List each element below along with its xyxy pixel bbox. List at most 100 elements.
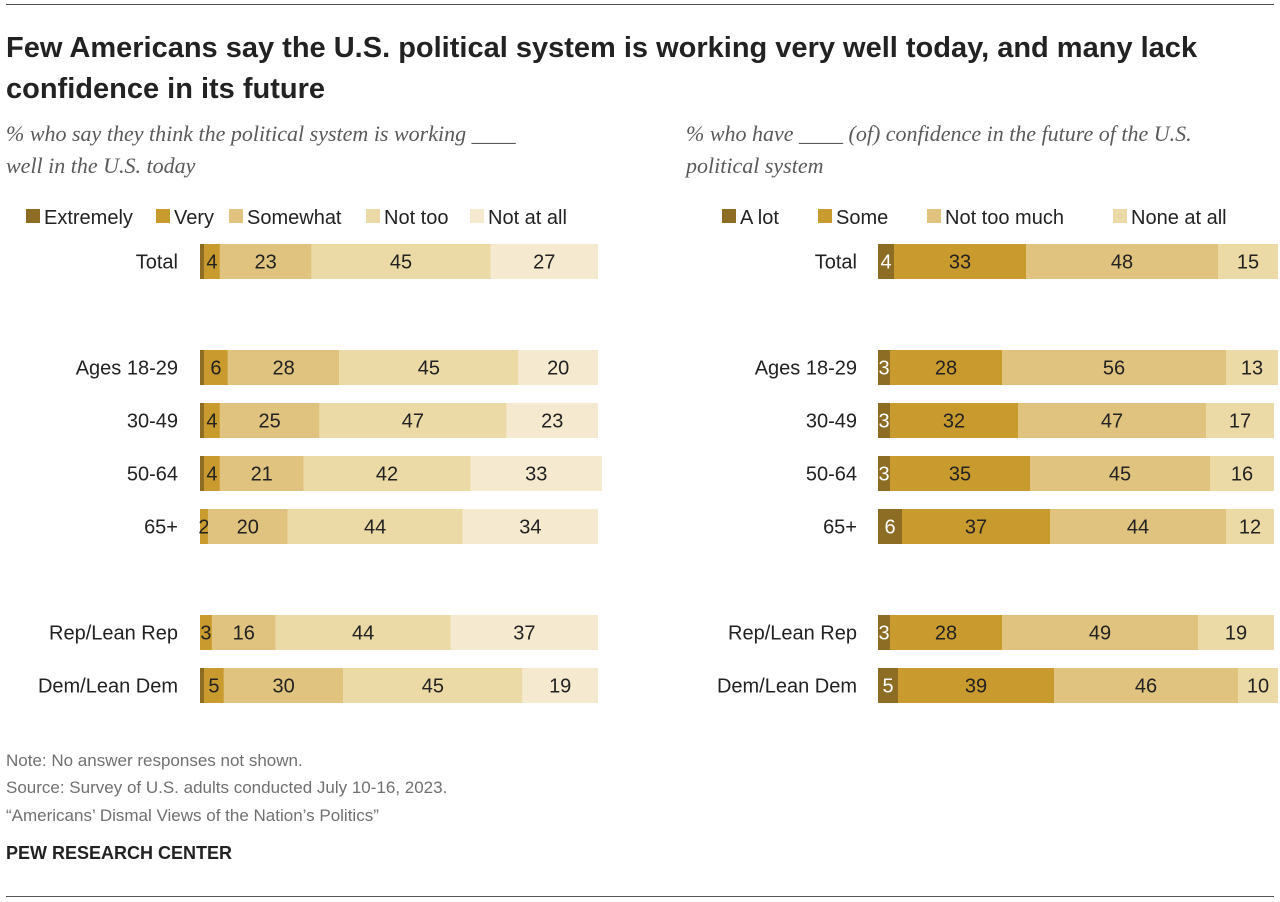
left-bar-segment (200, 350, 204, 385)
right-data-label: 46 (1135, 676, 1157, 698)
left-bar-segment (203, 244, 220, 279)
left-bar-segment (207, 509, 288, 544)
right-bar-segment (878, 668, 898, 703)
left-data-label: 20 (237, 517, 259, 539)
left-data-label: 2 (198, 517, 209, 539)
right-data-label: 45 (1109, 464, 1131, 486)
right-data-label: 28 (935, 358, 957, 380)
right-legend-label-2: Not too much (945, 207, 1064, 229)
left-data-label: 33 (525, 464, 547, 486)
report-title: “Americans’ Dismal Views of the Nation’s… (6, 806, 379, 825)
top-rule (6, 4, 1274, 5)
right-legend-swatch-3 (1113, 209, 1127, 223)
left-data-label: 20 (547, 358, 569, 380)
right-data-label: 3 (878, 411, 889, 433)
right-category-label: Rep/Lean Rep (728, 623, 857, 645)
right-bar-segment (878, 350, 890, 385)
bottom-rule (6, 896, 1274, 897)
left-category-label: 30-49 (127, 411, 178, 433)
left-bar-segment (223, 668, 344, 703)
chart-area: Extremely Very Somewhat Not too Not at all To… (26, 207, 1278, 703)
left-bar-segment (203, 456, 220, 491)
right-bar-segment (898, 668, 1054, 703)
left-data-label: 25 (259, 411, 281, 433)
right-data-label: 39 (965, 676, 987, 698)
left-legend-label-3: Not too (384, 207, 448, 229)
left-bar-segment (200, 615, 212, 650)
right-bar-segment (890, 350, 1002, 385)
right-bar-segment (890, 615, 1002, 650)
right-data-label: 3 (878, 464, 889, 486)
right-legend-label-3: None at all (1131, 207, 1227, 229)
left-bar-segment (287, 509, 463, 544)
right-category-label: 50-64 (806, 464, 857, 486)
left-bar-segment (303, 456, 471, 491)
left-bar-segment (490, 244, 598, 279)
left-bar-segment (200, 509, 208, 544)
right-data-label: 35 (949, 464, 971, 486)
left-bar-segment (200, 244, 204, 279)
right-data-label: 56 (1103, 358, 1125, 380)
left-data-label: 42 (376, 464, 398, 486)
left-data-label: 23 (255, 252, 277, 274)
left-bar-segment (506, 403, 598, 438)
right-bar-segment (1218, 244, 1278, 279)
left-legend-swatch-2 (229, 209, 243, 223)
left-data-label: 16 (233, 623, 255, 645)
right-data-label: 3 (878, 358, 889, 380)
left-bar-segment (203, 403, 220, 438)
left-legend-label-1: Very (174, 207, 214, 229)
left-legend-swatch-4 (470, 209, 484, 223)
left-data-label: 37 (513, 623, 535, 645)
right-data-label: 19 (1225, 623, 1247, 645)
right-data-label: 4 (880, 252, 891, 274)
left-bar-segment (200, 456, 204, 491)
left-bar-segment (319, 403, 507, 438)
left-bar-segment (200, 403, 204, 438)
right-bar-segment (902, 509, 1050, 544)
right-bar-segment (1238, 668, 1278, 703)
right-data-label: 17 (1229, 411, 1251, 433)
right-bar-segment (1206, 403, 1274, 438)
left-bar-segment (275, 615, 451, 650)
right-bar-segment (1050, 509, 1226, 544)
left-data-label: 23 (541, 411, 563, 433)
left-data-label: 27 (533, 252, 555, 274)
left-bar-segment (462, 509, 598, 544)
left-bar-segment (470, 456, 602, 491)
left-data-label: 30 (272, 676, 294, 698)
left-data-label: 47 (402, 411, 424, 433)
left-bar-segment (203, 668, 224, 703)
left-data-label: 19 (549, 676, 571, 698)
left-bar-segment (450, 615, 598, 650)
right-bar-segment (1018, 403, 1206, 438)
right-data-label: 5 (882, 676, 893, 698)
right-bar-segment (878, 456, 890, 491)
right-bar-segment (1210, 456, 1274, 491)
right-data-label: 44 (1127, 517, 1149, 539)
left-bar-segment (518, 350, 598, 385)
right-category-label: Dem/Lean Dem (717, 676, 857, 698)
left-bar-segment (219, 456, 304, 491)
left-data-label: 4 (206, 411, 217, 433)
right-data-label: 48 (1111, 252, 1133, 274)
left-data-label: 44 (364, 517, 386, 539)
left-category-label: Ages 18-29 (76, 358, 178, 380)
left-data-label: 4 (206, 252, 217, 274)
left-bar-segment (219, 403, 320, 438)
right-category-label: Ages 18-29 (755, 358, 857, 380)
left-legend-swatch-0 (26, 209, 40, 223)
right-bar-segment (1026, 244, 1218, 279)
right-bar-segment (1054, 668, 1238, 703)
left-data-label: 4 (206, 464, 217, 486)
left-bar-segment (219, 244, 312, 279)
right-data-label: 28 (935, 623, 957, 645)
right-category-label: Total (815, 252, 857, 274)
left-data-label: 45 (422, 676, 444, 698)
left-category-label: Rep/Lean Rep (49, 623, 178, 645)
right-legend-swatch-0 (722, 209, 736, 223)
left-legend-label-2: Somewhat (247, 207, 342, 229)
left-bar-segment (227, 350, 340, 385)
note-text: Note: No answer responses not shown. (6, 751, 303, 770)
left-data-label: 21 (251, 464, 273, 486)
